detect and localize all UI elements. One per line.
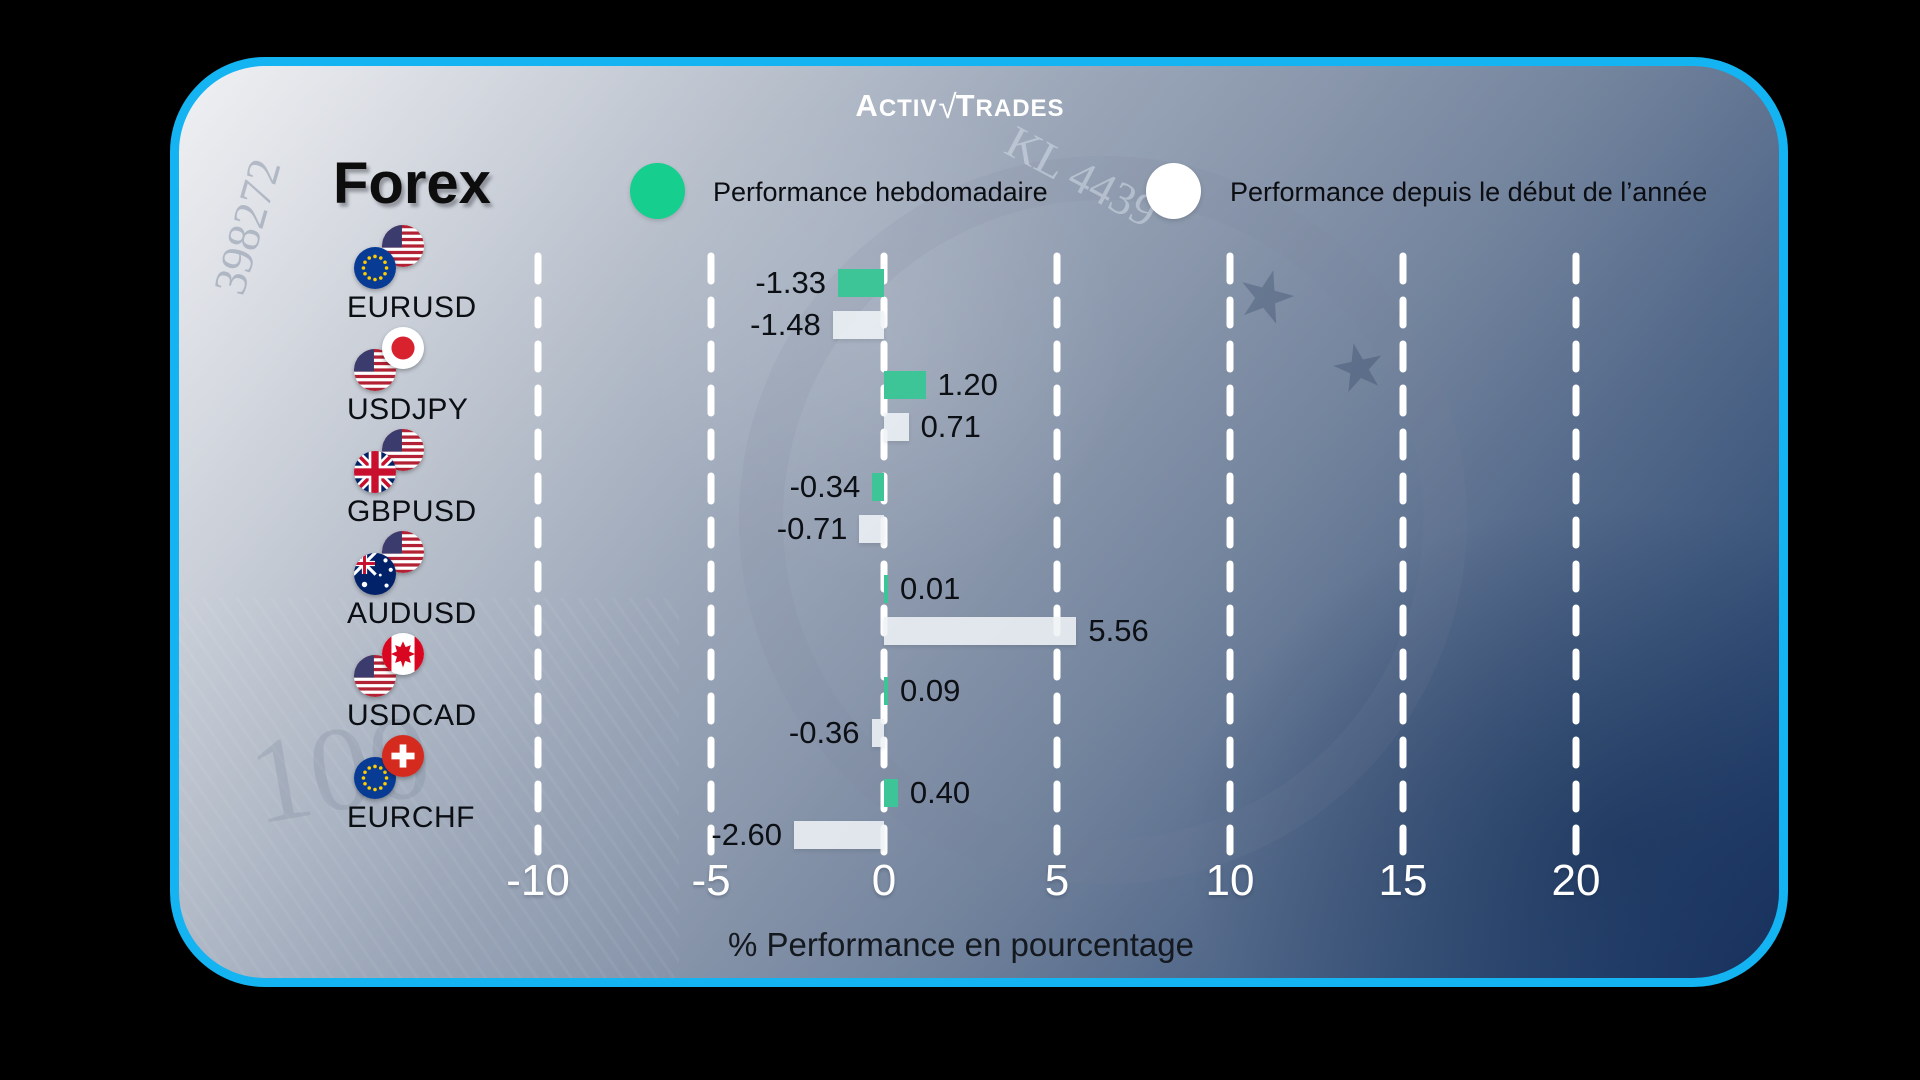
pair-label-audusd: AUDUSD: [347, 597, 477, 630]
eu-flag-icon: [354, 757, 396, 799]
logo-check-icon: √: [938, 88, 958, 125]
logo-text-a-rest: CTIV: [878, 95, 938, 122]
x-tick-10: 10: [1205, 856, 1255, 905]
weekly-value-eurchf: 0.40: [909, 775, 971, 810]
weekly-bar-gbpusd: [872, 473, 884, 501]
ca-flag-icon: [382, 633, 424, 675]
ytd-bar-audusd: [884, 617, 1077, 645]
legend-weekly-label: Performance hebdomadaire: [713, 177, 1048, 207]
eu-flag-icon: [354, 247, 396, 289]
ytd-value-eurchf: -2.60: [711, 817, 783, 852]
pair-label-eurusd: EURUSD: [347, 291, 477, 324]
x-tick--5: -5: [691, 856, 731, 905]
au-flag-icon: [354, 553, 396, 595]
weekly-bar-eurchf: [884, 779, 898, 807]
ytd-value-audusd: 5.56: [1088, 613, 1149, 648]
weekly-value-audusd: 0.01: [900, 571, 961, 606]
weekly-bar-usdcad: [884, 677, 888, 705]
page-title: Forex: [333, 151, 491, 216]
gb-flag-icon: [354, 451, 396, 493]
ytd-bar-usdjpy: [884, 413, 909, 441]
pair-label-usdcad: USDCAD: [347, 699, 477, 732]
x-axis-title: % Performance en pourcentage: [728, 926, 1194, 963]
legend-ytd-label: Performance depuis le début de l’année: [1230, 177, 1708, 207]
weekly-bar-usdjpy: [884, 371, 926, 399]
logo-text-b: T: [955, 88, 976, 123]
weekly-bar-eurusd: [837, 269, 884, 297]
logo-text-b-rest: RADES: [975, 95, 1065, 122]
x-tick-5: 5: [1044, 856, 1070, 905]
weekly-bar-audusd: [884, 575, 888, 603]
x-tick-0: 0: [871, 856, 897, 905]
x-tick--10: -10: [506, 856, 570, 905]
legend-weekly-dot: [630, 163, 685, 219]
chart-card: [170, 57, 1788, 987]
us-flag-icon: [354, 349, 396, 391]
weekly-value-usdcad: 0.09: [900, 673, 961, 708]
ytd-bar-eurchf: [794, 821, 884, 849]
ytd-bar-gbpusd: [859, 515, 884, 543]
ch-flag-icon: [382, 735, 424, 777]
pair-label-gbpusd: GBPUSD: [347, 495, 477, 528]
legend-ytd-dot: [1146, 163, 1201, 219]
ytd-value-gbpusd: -0.71: [776, 511, 848, 546]
pair-label-usdjpy: USDJPY: [347, 393, 469, 426]
x-tick-20: 20: [1551, 856, 1601, 905]
weekly-value-gbpusd: -0.34: [789, 469, 861, 504]
us-flag-icon: [382, 225, 424, 267]
ytd-bar-eurusd: [832, 311, 884, 339]
weekly-value-eurusd: -1.33: [755, 265, 826, 300]
activtrades-logo: ACTIV√TRADES: [0, 86, 1920, 125]
ytd-value-usdjpy: 0.71: [920, 409, 981, 444]
weekly-value-usdjpy: 1.20: [937, 367, 998, 402]
ytd-value-usdcad: -0.36: [788, 715, 860, 750]
x-tick-15: 15: [1378, 856, 1428, 905]
pair-label-eurchf: EURCHF: [347, 801, 475, 834]
logo-text-a: A: [855, 88, 879, 123]
ytd-value-eurusd: -1.48: [750, 307, 821, 342]
jp-flag-icon: [382, 327, 424, 369]
ytd-bar-usdcad: [871, 719, 884, 747]
